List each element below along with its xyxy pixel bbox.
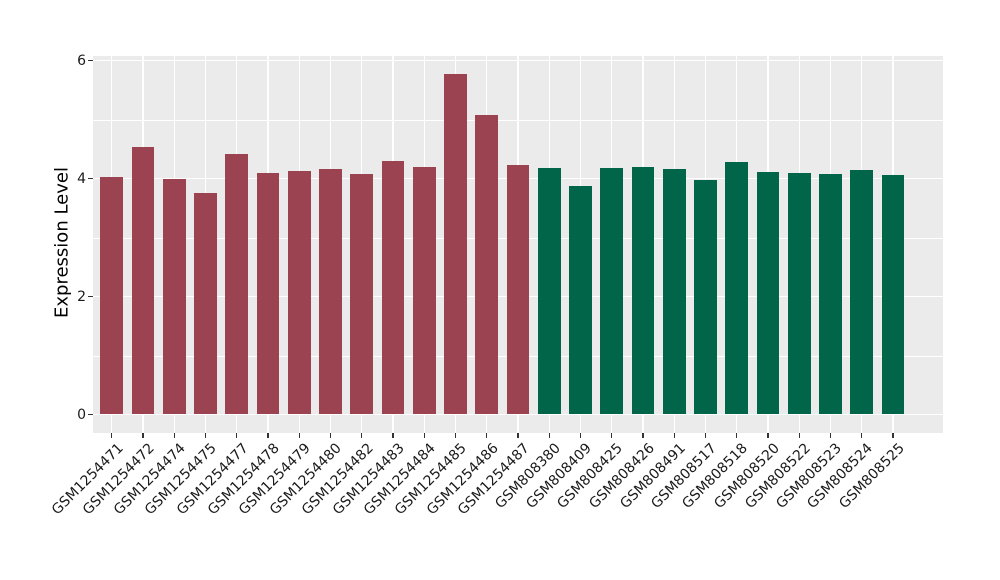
x-tick-mark [267,433,269,438]
bar-GSM1254485 [444,74,467,415]
x-tick-mark [236,433,238,438]
bar-GSM1254472 [131,147,155,415]
x-tick-mark [611,433,613,438]
bar-GSM808525 [881,174,905,415]
bar-GSM808425 [600,168,624,415]
y-tick-mark [88,413,93,416]
x-tick-mark [767,433,769,438]
bar-GSM808524 [850,170,874,415]
x-tick-mark [829,433,832,438]
bar-GSM1254475 [194,192,217,415]
y-tick-label: 2 [77,288,86,305]
y-axis-title: Expression Level [51,166,73,318]
x-tick-mark [423,433,425,438]
x-tick-mark [736,433,738,438]
x-tick-mark [329,433,332,438]
bar-GSM1254483 [381,160,405,415]
y-tick-label: 6 [77,52,86,69]
y-tick-mark [88,295,93,298]
bar-GSM1254474 [162,179,186,415]
bar-GSM1254478 [256,172,280,415]
x-tick-mark [204,433,207,438]
x-tick-mark [142,433,144,438]
bar-GSM808517 [694,180,717,415]
x-tick-mark [548,433,550,438]
x-tick-mark [579,433,582,438]
x-tick-mark [517,433,519,438]
bar-GSM1254479 [287,171,311,415]
bar-GSM808523 [819,173,842,415]
y-tick-label: 4 [77,170,86,187]
bar-GSM808491 [662,169,686,415]
bar-GSM1254471 [100,176,124,415]
x-tick-mark [861,433,863,438]
x-tick-mark [704,433,707,438]
x-tick-mark [361,433,363,438]
bar-GSM808522 [787,173,811,415]
x-tick-mark [454,433,457,438]
x-tick-mark [798,433,800,438]
y-tick-mark [88,59,93,62]
bar-GSM1254484 [412,167,436,415]
bar-GSM1254480 [319,169,342,415]
y-tick-mark [88,177,93,180]
x-tick-mark [298,433,300,438]
bar-GSM808426 [631,166,655,415]
y-tick-label: 0 [77,406,86,423]
bar-GSM1254482 [350,174,374,415]
x-tick-mark [392,433,394,438]
plot-panel [93,56,943,433]
x-tick-mark [486,433,488,438]
bar-GSM808520 [756,172,780,415]
bar-GSM808380 [537,167,561,415]
bar-GSM1254487 [506,164,530,415]
bar-GSM808409 [569,185,592,415]
bar-GSM1254486 [475,114,499,415]
x-tick-mark [673,433,675,438]
x-tick-mark [111,433,113,438]
bar-GSM1254477 [225,154,249,415]
x-tick-mark [173,433,175,438]
bar-GSM808518 [725,161,749,415]
x-tick-mark [642,433,644,438]
x-tick-mark [892,433,894,438]
